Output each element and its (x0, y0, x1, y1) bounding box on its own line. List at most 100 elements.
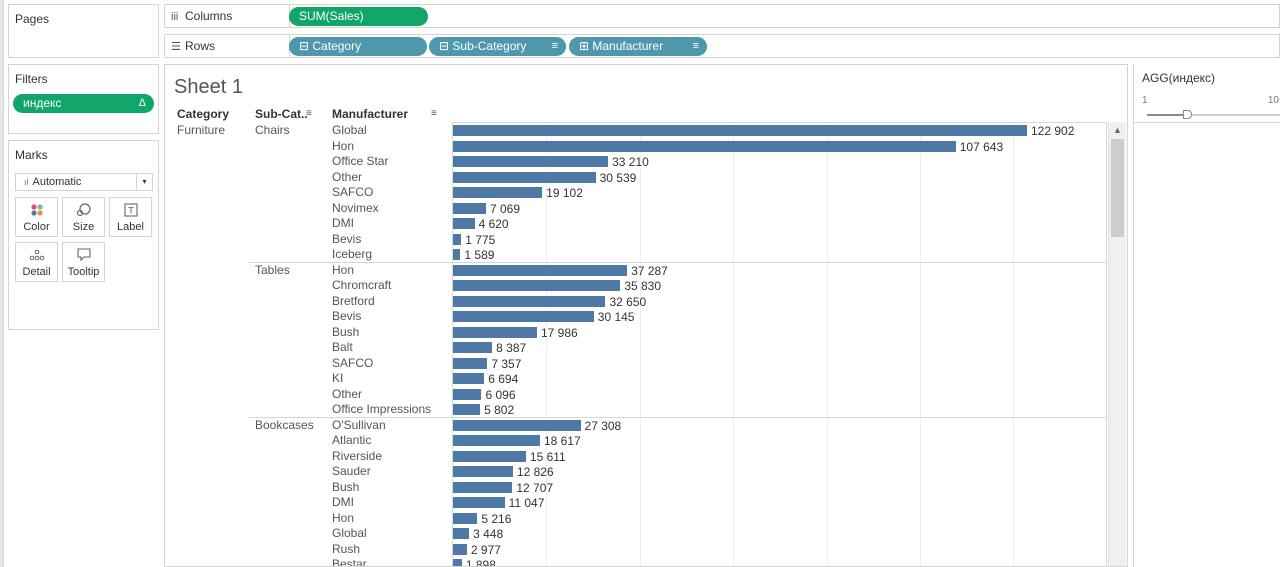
sales-bar[interactable] (453, 419, 581, 431)
sort-icon[interactable]: ≡ (692, 40, 699, 52)
sales-bar[interactable] (453, 342, 493, 353)
manufacturer-label[interactable]: Other (332, 169, 363, 184)
manufacturer-label[interactable]: Hon (332, 510, 355, 525)
sales-bar[interactable] (453, 218, 475, 229)
manufacturer-label[interactable]: Other (332, 386, 363, 401)
manufacturer-label[interactable]: Novimex (332, 200, 379, 215)
tooltip-button[interactable]: Tooltip (62, 242, 105, 282)
manufacturer-label[interactable]: O'Sullivan (332, 417, 386, 432)
sales-bar[interactable] (453, 202, 486, 214)
manufacturer-label[interactable]: Global (332, 526, 367, 540)
manufacturer-label[interactable]: Global (332, 123, 367, 137)
manufacturer-label[interactable]: Bestar (332, 557, 367, 567)
category-label[interactable]: Furniture (177, 123, 226, 137)
tooltip-icon (63, 248, 104, 266)
manufacturer-label[interactable]: DMI (332, 216, 354, 230)
manufacturer-label[interactable]: Bush (332, 324, 360, 339)
manufacturer-label[interactable]: Rush (332, 541, 361, 556)
bar-value-label: 1 775 (465, 232, 496, 247)
color-button[interactable]: Color (15, 197, 58, 237)
sales-bar[interactable] (453, 543, 467, 555)
sales-bar[interactable] (453, 388, 482, 400)
sales-bar[interactable] (453, 404, 481, 415)
sales-bar[interactable] (453, 357, 488, 369)
sales-bar[interactable] (453, 233, 462, 245)
manufacturer-label[interactable]: Office Impressions (332, 402, 432, 416)
detail-label: Detail (22, 266, 51, 278)
columns-pill-sum-sales[interactable]: SUM(Sales) (289, 7, 428, 26)
sort-icon[interactable]: ≡ (431, 108, 437, 119)
subcategory-label[interactable]: Bookcases (255, 417, 314, 432)
sales-bar[interactable] (453, 373, 485, 384)
slider-thumb[interactable] (1183, 110, 1193, 119)
sort-icon[interactable]: ≡ (306, 108, 312, 119)
pages-card[interactable]: Pages (8, 4, 159, 58)
manufacturer-label[interactable]: Bretford (332, 293, 375, 308)
size-button[interactable]: Size (62, 197, 105, 237)
rows-pill-label: Category (312, 39, 362, 53)
manufacturer-label[interactable]: Bush (332, 479, 360, 494)
label-button[interactable]: T Label (109, 197, 152, 237)
bar-value-label: 1 589 (464, 248, 495, 262)
manufacturer-label[interactable]: DMI (332, 495, 354, 509)
mark-type-dropdown[interactable]: ıl Automatic ▾ (15, 173, 153, 191)
manufacturer-label[interactable]: Iceberg (332, 247, 373, 261)
manufacturer-label[interactable]: SAFCO (332, 355, 374, 370)
sales-bar[interactable] (453, 171, 596, 183)
rows-pill-subcategory[interactable]: ⊟ Sub-Category ≡ (429, 37, 566, 56)
sales-bar[interactable] (453, 450, 526, 462)
manufacturer-label[interactable]: Office Star (332, 154, 389, 168)
rows-pill-manufacturer[interactable]: ⊞ Manufacturer ≡ (569, 37, 707, 56)
sales-bar[interactable] (453, 311, 594, 322)
sales-bar[interactable] (453, 481, 513, 493)
sales-bar[interactable] (453, 528, 470, 539)
rows-pill-category[interactable]: ⊟ Category (289, 37, 427, 56)
slider-track[interactable] (1147, 114, 1280, 116)
manufacturer-label[interactable]: SAFCO (332, 185, 374, 199)
sales-bar[interactable] (453, 559, 462, 566)
scroll-thumb[interactable] (1111, 139, 1124, 237)
chevron-down-icon[interactable]: ▾ (136, 174, 152, 190)
sort-icon[interactable]: ≡ (551, 40, 558, 52)
sales-bar[interactable] (453, 280, 621, 291)
manufacturer-label[interactable]: Chromcraft (332, 278, 392, 292)
sales-bar[interactable] (453, 435, 540, 446)
columns-icon: iii (171, 11, 179, 23)
manufacturer-label[interactable]: Hon (332, 138, 355, 153)
bar-value-label: 35 830 (624, 279, 662, 293)
sales-bar[interactable] (453, 264, 628, 276)
rows-shelf[interactable]: ☰ Rows ⊟ Category ⊟ Sub-Category ≡ ⊞ Manu… (164, 34, 1280, 58)
manufacturer-label[interactable]: Bevis (332, 309, 362, 323)
columns-shelf[interactable]: iii Columns SUM(Sales) (164, 4, 1280, 28)
header-subcategory[interactable]: Sub-Cat.. (255, 107, 308, 121)
manufacturer-label[interactable]: Hon (332, 262, 355, 277)
filter-pill-index[interactable]: индекс Δ (13, 94, 154, 113)
sales-bar[interactable] (453, 249, 461, 260)
sales-bar[interactable] (453, 497, 505, 508)
subcategory-label[interactable]: Chairs (255, 123, 290, 137)
manufacturer-label[interactable]: KI (332, 371, 344, 385)
manufacturer-label[interactable]: Riverside (332, 448, 383, 463)
sales-bar[interactable] (453, 326, 537, 338)
sales-bar[interactable] (453, 125, 1027, 136)
sales-bar[interactable] (453, 295, 606, 307)
detail-button[interactable]: Detail (15, 242, 58, 282)
group-separator (249, 261, 1107, 263)
sales-bar[interactable] (453, 187, 543, 198)
bar-value-label: 6 694 (488, 372, 519, 386)
sales-bar[interactable] (453, 512, 478, 524)
manufacturer-label[interactable]: Sauder (332, 464, 371, 478)
header-manufacturer[interactable]: Manufacturer (332, 107, 409, 121)
sales-bar[interactable] (453, 140, 956, 152)
bar-value-label: 18 617 (543, 434, 581, 448)
sales-bar[interactable] (453, 156, 609, 167)
filters-card[interactable]: Filters индекс Δ (8, 64, 159, 134)
header-category[interactable]: Category (177, 107, 230, 121)
subcategory-label[interactable]: Tables (255, 262, 290, 277)
sales-bar[interactable] (453, 466, 513, 477)
manufacturer-label[interactable]: Bevis (332, 231, 362, 246)
vertical-scrollbar[interactable]: ▲ (1108, 122, 1126, 566)
manufacturer-label[interactable]: Balt (332, 340, 353, 354)
manufacturer-label[interactable]: Atlantic (332, 433, 372, 447)
scroll-up-icon[interactable]: ▲ (1113, 125, 1122, 135)
